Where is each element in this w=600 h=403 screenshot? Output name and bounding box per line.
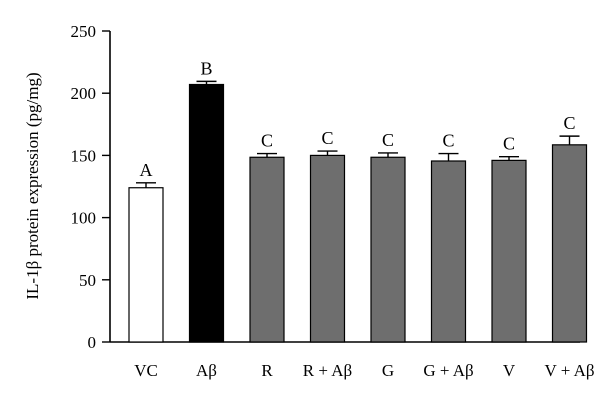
y-tick-label: 0 (88, 333, 97, 352)
y-tick-label: 250 (71, 22, 97, 41)
bar-8 (551, 144, 588, 343)
x-tick-label: G (382, 361, 394, 380)
x-tick-label: VC (134, 361, 158, 380)
significance-letter: C (563, 113, 575, 133)
bar-2 (188, 83, 225, 343)
x-tick-label: R (261, 361, 273, 380)
y-tick-label: 200 (71, 84, 97, 103)
bar-1 (128, 187, 164, 343)
significance-letter: C (503, 134, 515, 154)
significance-letter: B (200, 58, 212, 78)
bar-5 (370, 156, 406, 343)
x-tick-labels: VC Aβ R R + Aβ G G + Aβ V V + Aβ (134, 361, 594, 380)
y-tick-label: 50 (79, 271, 96, 290)
bar-3 (249, 156, 285, 343)
significance-letter: C (382, 130, 394, 150)
x-tick-label: Aβ (196, 361, 217, 380)
significance-letter: C (261, 131, 273, 151)
x-tick-label: V (503, 361, 516, 380)
y-axis-label: IL-1β protein expression (pg/mg) (23, 72, 42, 299)
axes: 0 50 100 150 200 250 (71, 22, 580, 352)
y-tick-label: 150 (71, 146, 97, 165)
significance-letter: A (140, 160, 153, 180)
significance-letter: C (321, 128, 333, 148)
bar-4 (309, 154, 346, 343)
bar-7 (491, 159, 527, 343)
x-tick-label: R + Aβ (303, 361, 352, 380)
bar-6 (430, 160, 467, 343)
x-tick-label: V + Aβ (544, 361, 594, 380)
significance-letter: C (442, 131, 454, 151)
y-tick-label: 100 (71, 209, 97, 228)
bars: A B C C C C C C (128, 58, 588, 343)
x-tick-label: G + Aβ (423, 361, 473, 380)
